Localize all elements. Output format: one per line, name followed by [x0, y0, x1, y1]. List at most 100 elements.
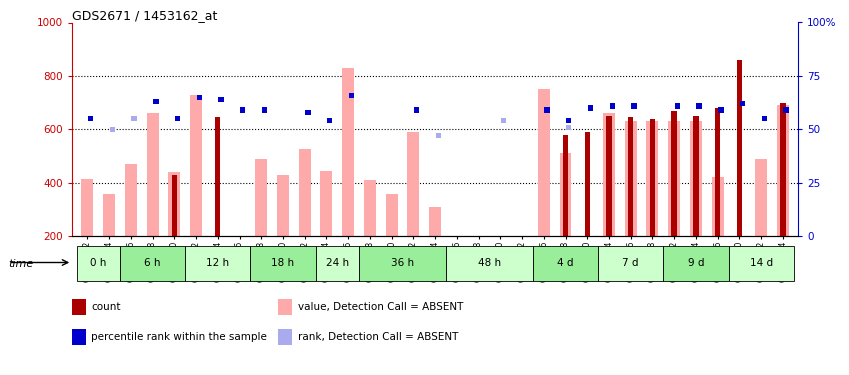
Bar — [694, 116, 699, 236]
Bar — [718, 108, 723, 113]
Bar — [76, 246, 120, 281]
Bar — [327, 118, 333, 123]
Bar — [120, 246, 185, 281]
Bar — [628, 117, 633, 236]
Bar — [501, 118, 506, 123]
Bar — [320, 171, 333, 236]
Text: 6 h: 6 h — [144, 258, 160, 268]
Bar — [603, 113, 615, 236]
Bar — [385, 194, 397, 236]
Bar — [646, 122, 659, 236]
Text: count: count — [92, 302, 121, 312]
Bar — [364, 180, 376, 236]
Bar — [711, 177, 723, 236]
Bar — [414, 108, 419, 113]
Bar — [342, 68, 354, 236]
Bar — [728, 246, 794, 281]
Bar — [327, 118, 333, 123]
Bar — [278, 328, 292, 345]
Bar — [588, 105, 593, 111]
Bar — [762, 116, 767, 122]
Text: 0 h: 0 h — [90, 258, 106, 268]
Bar — [544, 108, 550, 113]
Bar — [72, 328, 86, 345]
Bar — [414, 108, 419, 113]
Bar — [240, 108, 245, 113]
Bar — [277, 175, 289, 236]
Bar — [740, 101, 745, 106]
Bar — [82, 179, 93, 236]
Bar — [537, 89, 550, 236]
Bar — [632, 103, 637, 108]
Bar — [755, 159, 767, 236]
Bar — [218, 97, 224, 102]
Bar — [175, 116, 180, 122]
Text: 36 h: 36 h — [391, 258, 414, 268]
Bar — [359, 246, 446, 281]
Bar — [533, 246, 598, 281]
Text: 48 h: 48 h — [478, 258, 501, 268]
Bar — [784, 108, 789, 113]
Bar — [132, 116, 137, 122]
Bar — [72, 298, 86, 315]
Text: 18 h: 18 h — [272, 258, 295, 268]
Bar — [153, 99, 159, 104]
Bar — [446, 246, 533, 281]
Bar — [349, 93, 354, 98]
Bar — [649, 118, 655, 236]
Bar — [215, 117, 221, 236]
Bar — [299, 149, 311, 236]
Bar — [690, 122, 702, 236]
Bar — [125, 164, 137, 236]
Bar — [566, 118, 571, 123]
Text: time: time — [8, 260, 34, 269]
Text: 24 h: 24 h — [326, 258, 349, 268]
Bar — [168, 172, 180, 236]
Bar — [737, 60, 742, 236]
Bar — [250, 246, 316, 281]
Bar — [559, 153, 571, 236]
Bar — [147, 113, 159, 236]
Bar — [436, 133, 441, 138]
Bar — [598, 246, 663, 281]
Bar — [625, 122, 637, 236]
Bar — [278, 298, 292, 315]
Bar — [780, 103, 785, 236]
Bar — [316, 246, 359, 281]
Text: value, Detection Call = ABSENT: value, Detection Call = ABSENT — [298, 302, 463, 312]
Bar — [103, 194, 115, 236]
Bar — [306, 110, 311, 115]
Bar — [88, 116, 93, 122]
Text: rank, Detection Call = ABSENT: rank, Detection Call = ABSENT — [298, 332, 458, 342]
Bar — [668, 122, 680, 236]
Bar — [585, 132, 590, 236]
Bar — [261, 108, 267, 113]
Bar — [672, 111, 677, 236]
Bar — [663, 246, 728, 281]
Bar — [429, 207, 441, 236]
Bar — [197, 94, 202, 100]
Text: 12 h: 12 h — [206, 258, 229, 268]
Bar — [349, 93, 354, 98]
Bar — [190, 94, 202, 236]
Bar — [408, 132, 419, 236]
Bar — [675, 103, 680, 108]
Bar — [185, 246, 250, 281]
Bar — [563, 135, 568, 236]
Text: 4 d: 4 d — [557, 258, 574, 268]
Text: percentile rank within the sample: percentile rank within the sample — [92, 332, 267, 342]
Bar — [610, 103, 615, 108]
Bar — [110, 127, 115, 132]
Bar — [88, 116, 93, 122]
Bar — [606, 116, 611, 236]
Bar — [715, 108, 720, 236]
Bar — [696, 103, 702, 108]
Text: 9 d: 9 d — [688, 258, 704, 268]
Bar — [256, 159, 267, 236]
Bar — [777, 105, 789, 236]
Text: 7 d: 7 d — [622, 258, 639, 268]
Bar — [566, 124, 571, 130]
Text: GDS2671 / 1453162_at: GDS2671 / 1453162_at — [72, 9, 217, 22]
Bar — [171, 175, 177, 236]
Text: 14 d: 14 d — [750, 258, 773, 268]
